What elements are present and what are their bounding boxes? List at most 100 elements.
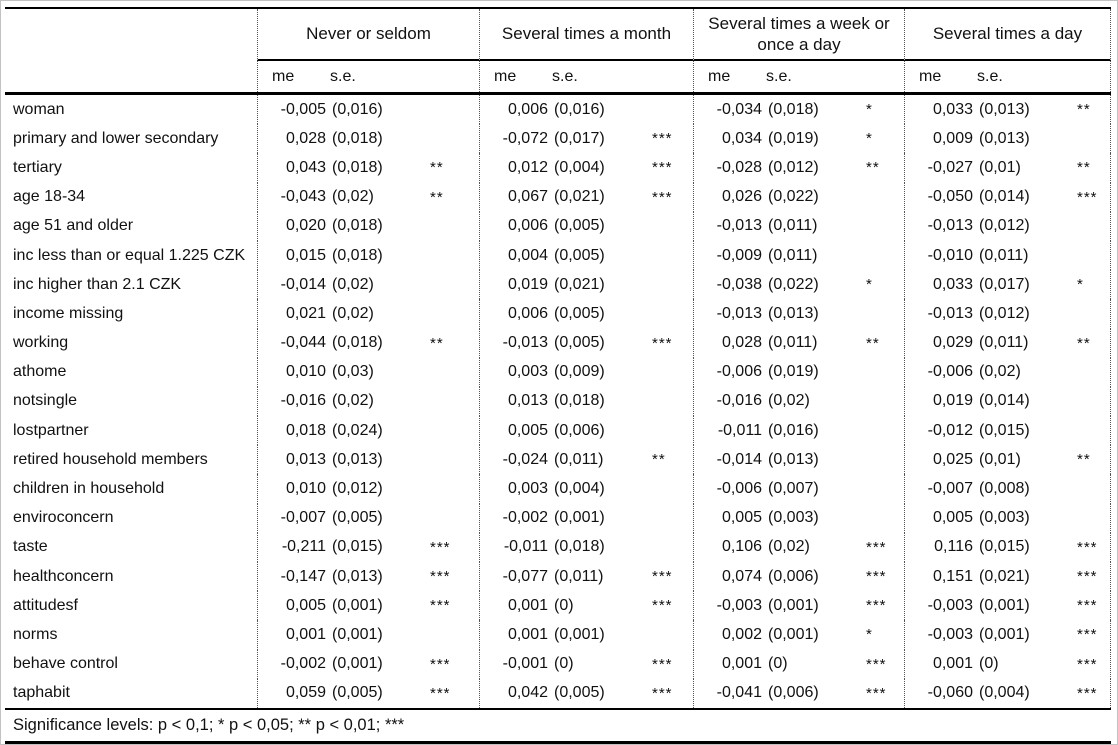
cell-several-times-a-month: -0,077 (0,011) *** [479,562,693,592]
se-value: (0) [979,655,999,673]
se-value: (0,004) [554,158,605,176]
se-value: (0,015) [979,538,1030,556]
se-value: (0,012) [768,158,819,176]
cell-never-or-seldom: 0,001 (0,001) [257,620,479,650]
me-value: 0,042 [507,684,548,702]
me-column-header: me [494,67,517,85]
cell-several-times-a-day: -0,060 (0,004) *** [904,678,1111,708]
se-value: (0,003) [979,509,1030,527]
se-value: (0,02) [332,275,374,293]
cell-several-times-a-day: -0,050 (0,014) *** [904,182,1111,212]
significance-stars: ** [430,334,444,352]
me-value: -0,011 [717,421,762,439]
se-value: (0,021) [979,567,1030,585]
cell-several-times-a-month: 0,012 (0,004) *** [479,153,693,183]
me-value: -0,028 [716,158,762,176]
row-label: primary and lower secondary [13,129,219,147]
se-value: (0,005) [554,246,605,264]
me-value: 0,059 [285,684,326,702]
me-value: 0,010 [285,480,326,498]
row-label: enviroconcern [13,509,114,527]
me-value: -0,147 [280,567,326,585]
subheader-cell: me s.e. [904,61,1111,92]
table-body: woman -0,005 (0,016) 0,006 (0,016) -0,03… [5,95,1111,710]
se-value: (0,012) [979,217,1030,235]
me-value: 0,015 [285,246,326,264]
table-row: attitudesf 0,005 (0,001) *** 0,001 (0) *… [5,591,1111,621]
me-value: 0,067 [507,188,548,206]
me-value: 0,020 [285,217,326,235]
se-value: (0,005) [332,684,383,702]
cell-several-times-a-day: -0,027 (0,01) ** [904,153,1111,183]
cell-never-or-seldom: 0,010 (0,012) [257,474,479,504]
significance-stars: * [866,101,873,119]
significance-stars: * [1077,276,1084,294]
significance-stars: ** [866,159,880,177]
me-value: 0,001 [285,625,326,643]
se-value: (0,018) [768,100,819,118]
me-value: -0,003 [716,596,762,614]
se-value: (0,022) [768,275,819,293]
se-value: (0,011) [768,217,818,235]
se-value: (0,02) [768,392,810,410]
cell-several-times-a-week-or-once-a-day: -0,013 (0,013) [693,299,904,329]
cell-several-times-a-month: 0,001 (0) *** [479,591,693,621]
me-value: 0,006 [507,304,548,322]
me-value: -0,007 [280,509,326,527]
cell-several-times-a-month: 0,006 (0,005) [479,211,693,241]
cell-several-times-a-day: 0,033 (0,017) * [904,270,1111,300]
se-value: (0,011) [768,334,818,352]
se-value: (0,02) [332,188,374,206]
cell-several-times-a-month: 0,019 (0,021) [479,270,693,300]
subheader-row: me s.e. me s.e. me s.e. me s.e. [5,61,1111,95]
table-row: inc higher than 2.1 CZK -0,014 (0,02) 0,… [5,270,1111,300]
table-row: inc less than or equal 1.225 CZK 0,015 (… [5,240,1111,271]
se-value: (0,013) [979,129,1030,147]
cell-never-or-seldom: -0,002 (0,001) *** [257,649,479,679]
cell-never-or-seldom: 0,043 (0,018) ** [257,153,479,183]
cell-never-or-seldom: -0,007 (0,005) [257,503,479,533]
subheader-cell: me s.e. [693,61,904,92]
table-row: age 51 and older 0,020 (0,018) 0,006 (0,… [5,211,1111,241]
se-value: (0,001) [554,509,605,527]
significance-stars: *** [652,655,673,673]
se-value: (0,006) [768,567,819,585]
col-group-several-times-a-week-or-once-a-day: Several times a week or once a day [693,9,904,61]
me-value: -0,007 [927,480,973,498]
me-column-header: me [919,67,942,85]
me-value: 0,004 [507,246,548,264]
me-value: -0,006 [716,363,762,381]
se-value: (0,018) [332,334,383,352]
table-row: retired household members 0,013 (0,013) … [5,445,1111,475]
significance-stars: *** [866,655,887,673]
significance-stars: *** [430,655,451,673]
cell-several-times-a-week-or-once-a-day: -0,014 (0,013) [693,445,904,475]
row-label: taphabit [13,684,70,702]
se-value: (0,01) [979,450,1021,468]
se-value: (0,013) [332,567,383,585]
cell-several-times-a-week-or-once-a-day: 0,028 (0,011) ** [693,328,904,358]
significance-stars: *** [652,159,673,177]
me-value: -0,013 [927,217,973,235]
cell-several-times-a-week-or-once-a-day: 0,026 (0,022) [693,182,904,212]
cell-several-times-a-month: -0,013 (0,005) *** [479,328,693,358]
se-value: (0,005) [332,509,383,527]
me-value: 0,033 [932,275,973,293]
se-value: (0,013) [979,100,1030,118]
cell-several-times-a-month: 0,067 (0,021) *** [479,182,693,212]
se-value: (0,02) [768,538,810,556]
cell-several-times-a-week-or-once-a-day: -0,011 (0,016) [693,416,904,446]
significance-stars: ** [430,159,444,177]
row-label: athome [13,363,67,381]
me-value: -0,009 [716,246,762,264]
se-value: (0,019) [768,129,819,147]
me-value: 0,006 [507,100,548,118]
me-value: 0,029 [932,334,973,352]
se-value: (0,001) [554,625,605,643]
cell-never-or-seldom: 0,020 (0,018) [257,211,479,241]
significance-stars: * [866,276,873,294]
cell-several-times-a-day: 0,151 (0,021) *** [904,562,1111,592]
table-row: woman -0,005 (0,016) 0,006 (0,016) -0,03… [5,95,1111,125]
row-label: norms [13,625,58,643]
cell-several-times-a-month: -0,024 (0,011) ** [479,445,693,475]
